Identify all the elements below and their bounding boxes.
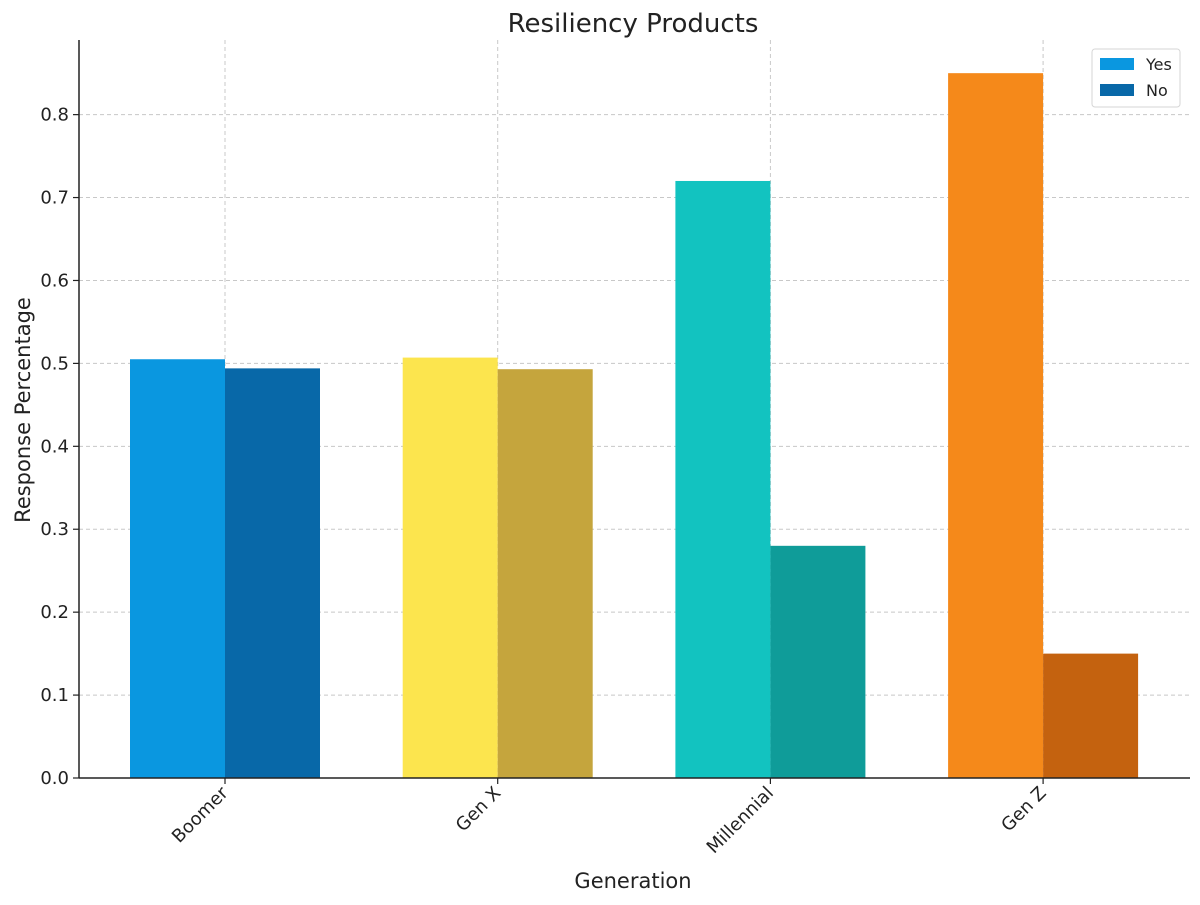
bars [130,73,1139,779]
y-tick-label: 0.7 [40,188,69,209]
legend-swatch-yes [1100,58,1134,70]
legend: Yes No [1091,48,1181,108]
y-tick-label: 0.6 [40,270,69,291]
x-tick-label: Millennial [703,783,778,858]
x-tick-label: Boomer [168,782,233,847]
bar-yes-gen-z [948,73,1044,779]
y-tick-label: 0.0 [40,768,69,789]
legend-swatch-no [1100,84,1134,96]
axes [78,40,1190,779]
y-axis-label: Response Percentage [11,297,35,523]
x-tick-label: Gen Z [997,783,1050,836]
x-axis-label: Generation [574,869,691,893]
bar-no-boomer [225,368,320,778]
bar-yes-boomer [130,359,225,778]
chart-title: Resiliency Products [508,9,759,39]
legend-label-no: No [1146,81,1168,100]
x-tick-labels: Boomer Gen X Millennial Gen Z [168,778,1051,858]
y-tick-label: 0.5 [40,353,69,374]
y-tick-label: 0.8 [40,105,69,126]
y-tick-label: 0.1 [40,685,69,706]
y-tick-label: 0.3 [40,519,69,540]
y-tick-label: 0.2 [40,602,69,623]
legend-label-yes: Yes [1145,55,1172,74]
y-tick-labels: 0.0 0.1 0.2 0.3 0.4 0.5 0.6 0.7 0.8 [40,105,79,789]
bar-no-gen-x [497,369,593,778]
y-tick-label: 0.4 [40,436,69,457]
bar-no-millennial [770,545,866,778]
bar-no-gen-z [1043,653,1139,778]
bar-yes-gen-x [402,357,498,778]
x-tick-label: Gen X [452,783,505,836]
bar-yes-millennial [675,180,771,778]
